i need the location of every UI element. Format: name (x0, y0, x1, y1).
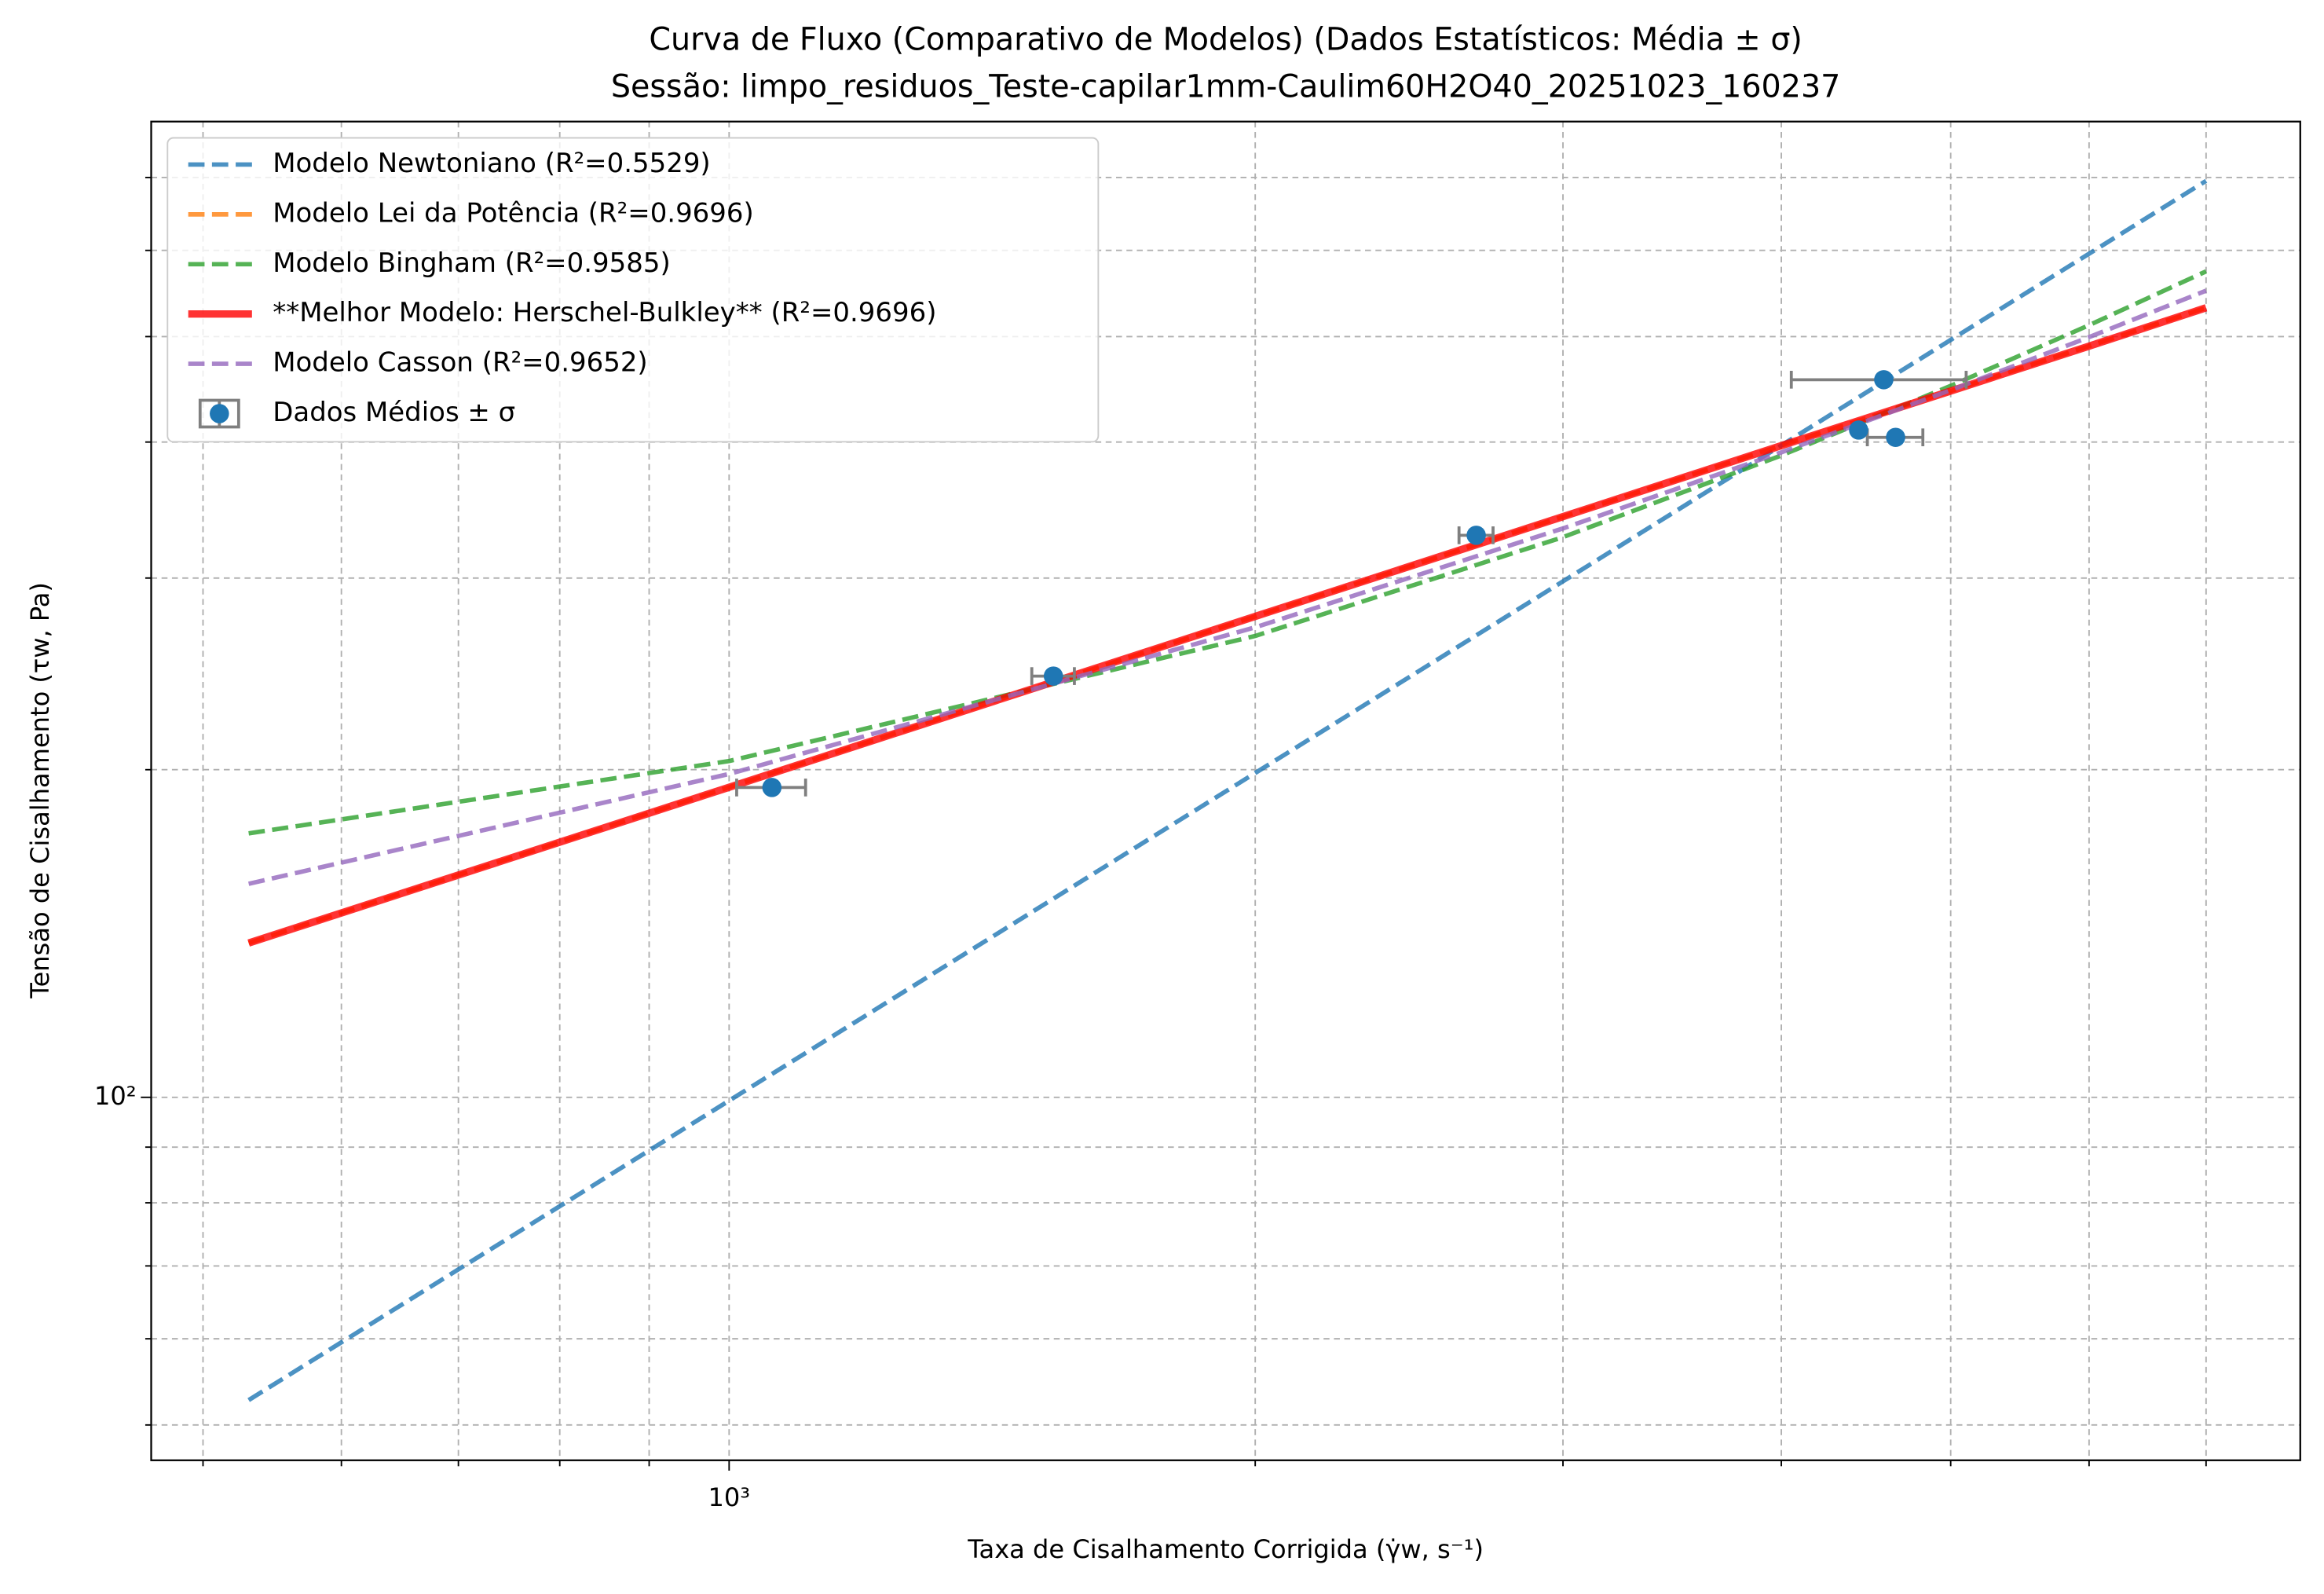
plot-frame (150, 120, 2301, 1461)
legend-label: Modelo Lei da Potência (R²=0.9696) (273, 197, 754, 229)
data-point (1043, 666, 1063, 686)
data-point (1886, 427, 1905, 447)
y-tick-label: 10² (94, 1081, 137, 1111)
model-line (247, 288, 2207, 886)
data-point (1874, 370, 1894, 390)
data-point (1466, 526, 1486, 545)
legend-label: **Melhor Modelo: Herschel-Bulkley** (R²=… (273, 297, 936, 328)
x-axis-label: Taxa de Cisalhamento Corrigida (γ̇w, s⁻¹… (967, 1534, 1484, 1564)
y-axis-label: Tensão de Cisalhamento (τw, Pa) (25, 582, 55, 999)
legend-swatch (210, 404, 229, 423)
model-line (247, 304, 2208, 947)
chart-title: Curva de Fluxo (Comparativo de Modelos) … (649, 21, 1802, 57)
legend-label: Modelo Newtoniano (R²=0.5529) (273, 148, 710, 179)
data-point (1849, 420, 1868, 440)
chart-subtitle: Sessão: limpo_residuos_Teste-capilar1mm-… (611, 69, 1840, 105)
data-point (762, 778, 782, 797)
legend-label: Modelo Bingham (R²=0.9585) (273, 247, 670, 279)
x-tick-label: 10³ (708, 1482, 750, 1512)
model-line (248, 269, 2208, 836)
legend-box (167, 137, 1100, 443)
legend-swatch (198, 398, 240, 429)
legend-label: Modelo Casson (R²=0.9652) (273, 347, 647, 379)
legend-label: Dados Médios ± σ (273, 397, 515, 428)
model-line (247, 178, 2208, 1402)
legend: Modelo Newtoniano (R²=0.5529) Modelo Lei … (167, 137, 1100, 443)
